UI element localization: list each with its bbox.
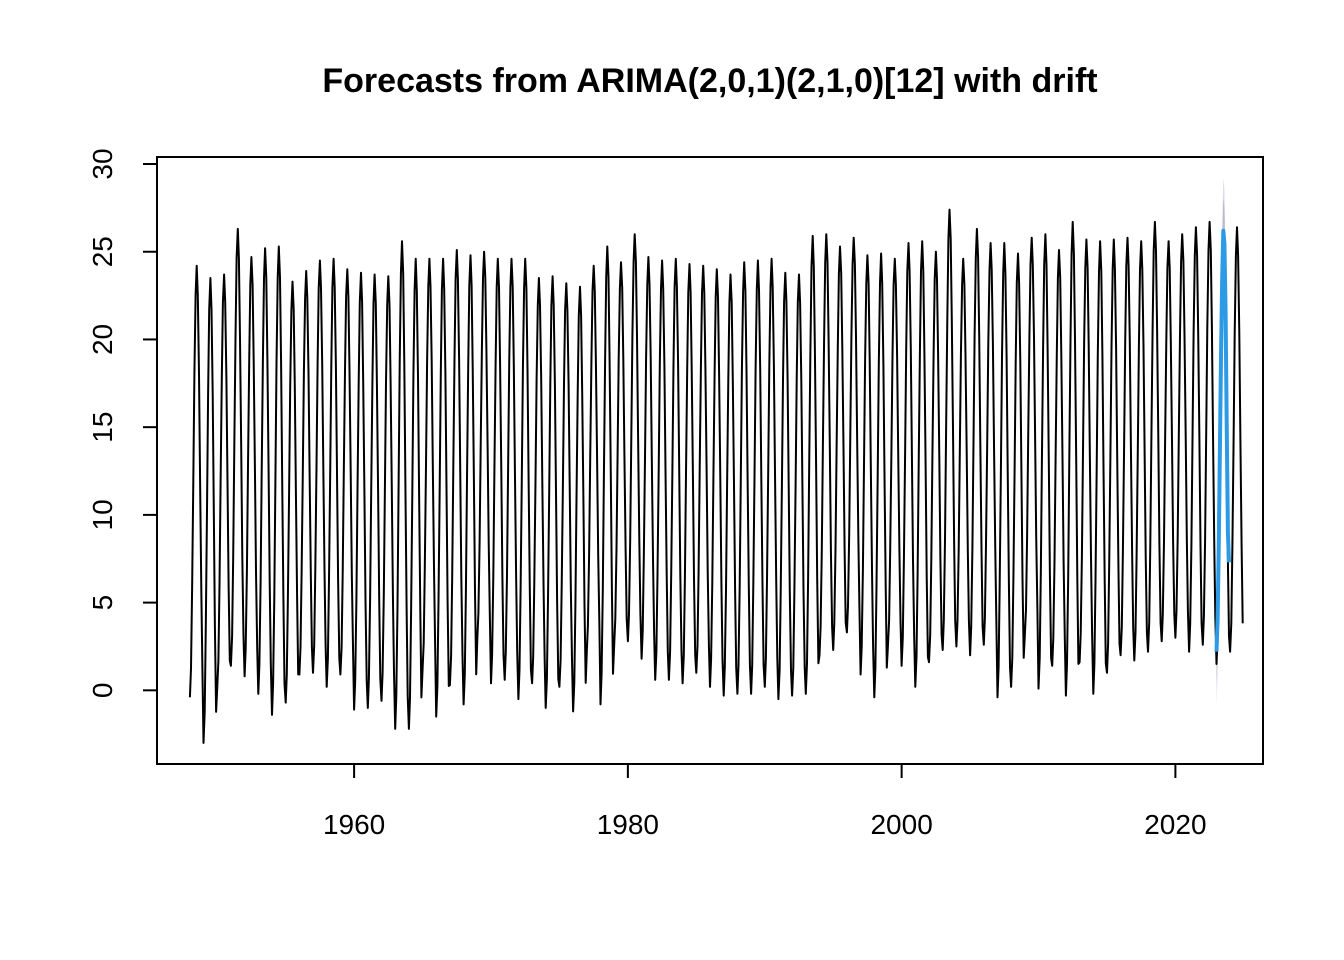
x-tick-label: 2020: [1144, 809, 1206, 840]
history-series: [188, 208, 1244, 744]
x-tick-label: 1960: [323, 809, 385, 840]
y-tick-label: 5: [87, 595, 118, 611]
y-tick-label: 10: [87, 499, 118, 530]
forecast-series: [1214, 228, 1231, 652]
y-tick-label: 0: [87, 683, 118, 699]
x-axis: 1960 1980 2000 2020: [323, 763, 1207, 840]
forecast-line: [1214, 228, 1231, 652]
x-tick-label: 2000: [870, 809, 932, 840]
y-tick-label: 20: [87, 324, 118, 355]
history-line: [188, 208, 1244, 744]
chart-title: Forecasts from ARIMA(2,0,1)(2,1,0)[12] w…: [322, 62, 1097, 100]
x-tick-label: 1980: [597, 809, 659, 840]
y-tick-label: 15: [87, 412, 118, 443]
y-tick-label: 30: [87, 148, 118, 179]
y-tick-label: 25: [87, 236, 118, 267]
y-axis: 0 5 10 15 20 25 30: [87, 148, 158, 699]
